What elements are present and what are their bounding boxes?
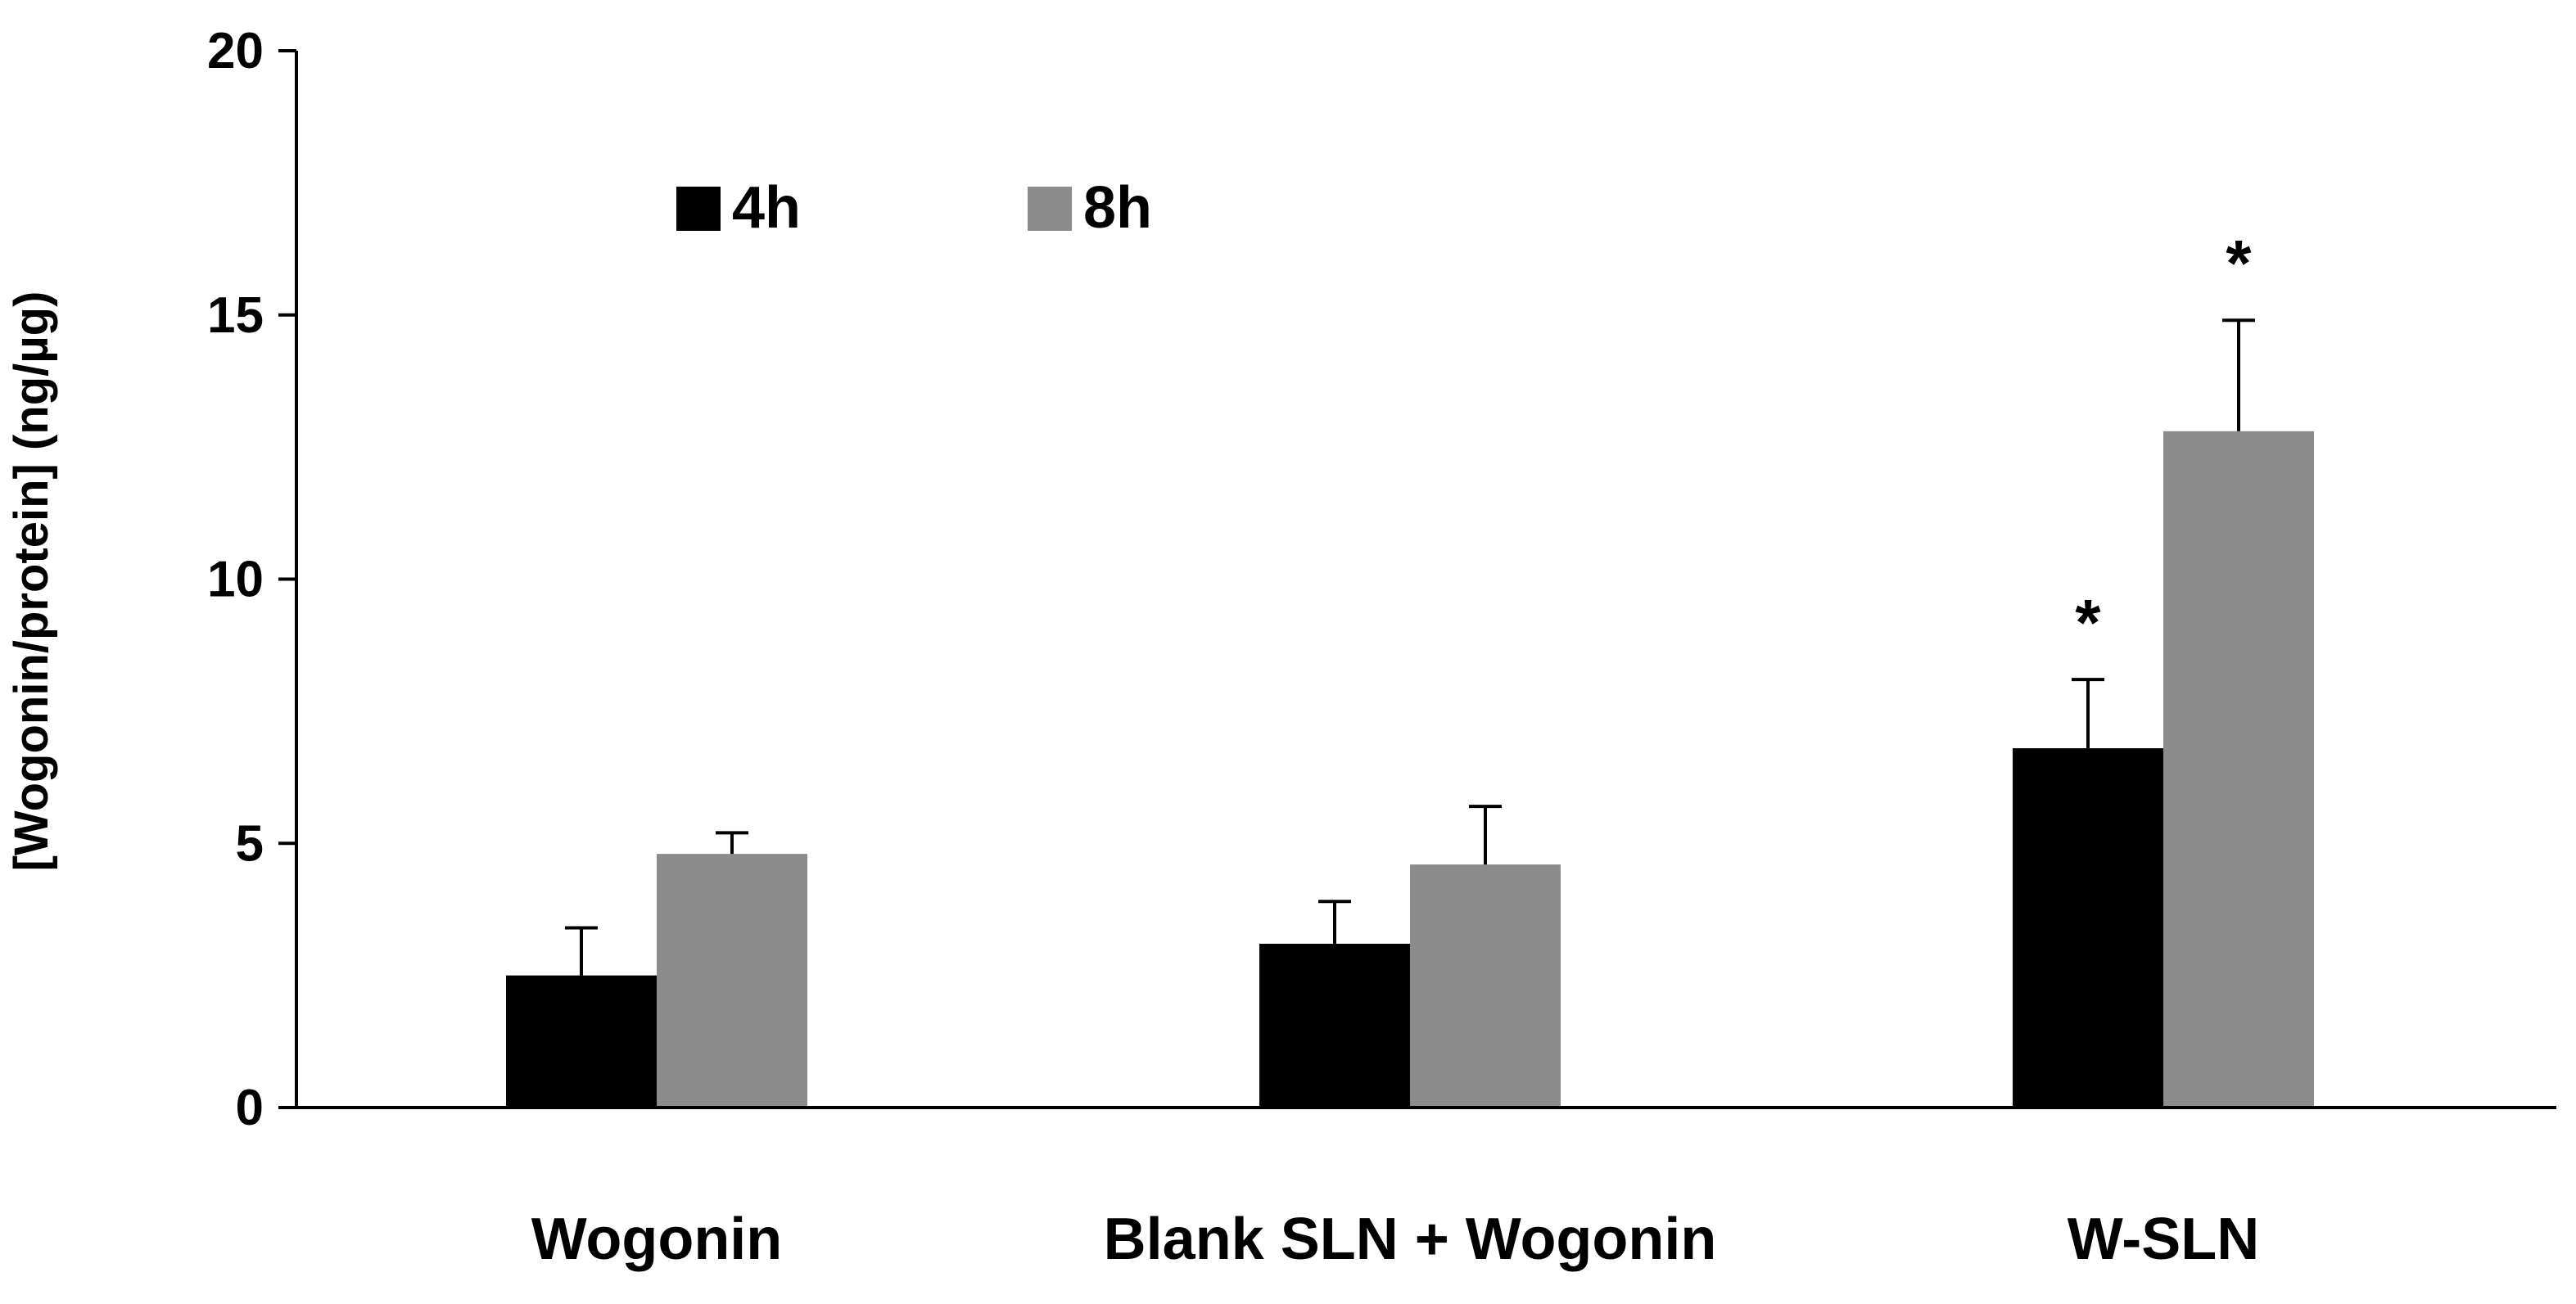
bar (2013, 748, 2163, 1108)
bar (1410, 864, 1561, 1108)
bar (2163, 431, 2314, 1108)
bar (657, 854, 807, 1108)
legend-label: 4h (732, 175, 801, 241)
x-tick-label: Wogonin (531, 1207, 783, 1272)
bars: ** (506, 227, 2314, 1108)
significance-marker: * (2226, 227, 2252, 300)
legend-swatch (1028, 187, 1072, 231)
bar (506, 975, 657, 1108)
x-axis: Wogonin Blank SLN + Wogonin W-SLN (296, 1106, 2556, 1272)
x-tick-label: W-SLN (2068, 1207, 2260, 1272)
legend: 4h 8h (676, 175, 1152, 241)
significance-marker: * (2075, 586, 2101, 659)
legend-label: 8h (1083, 175, 1152, 241)
y-tick-label: 20 (207, 23, 264, 79)
y-tick-label: 5 (236, 815, 264, 872)
bar (1259, 943, 1410, 1108)
y-tick-label: 15 (207, 287, 264, 344)
y-tick-label: 0 (236, 1080, 264, 1136)
x-tick-label: Blank SLN + Wogonin (1104, 1207, 1717, 1272)
y-axis-label: [Wogonin/protein] (ng/µg) (5, 291, 58, 872)
y-tick-label: 10 (207, 552, 264, 608)
y-axis: 0 5 10 15 20 (207, 23, 298, 1136)
legend-swatch (676, 187, 721, 231)
